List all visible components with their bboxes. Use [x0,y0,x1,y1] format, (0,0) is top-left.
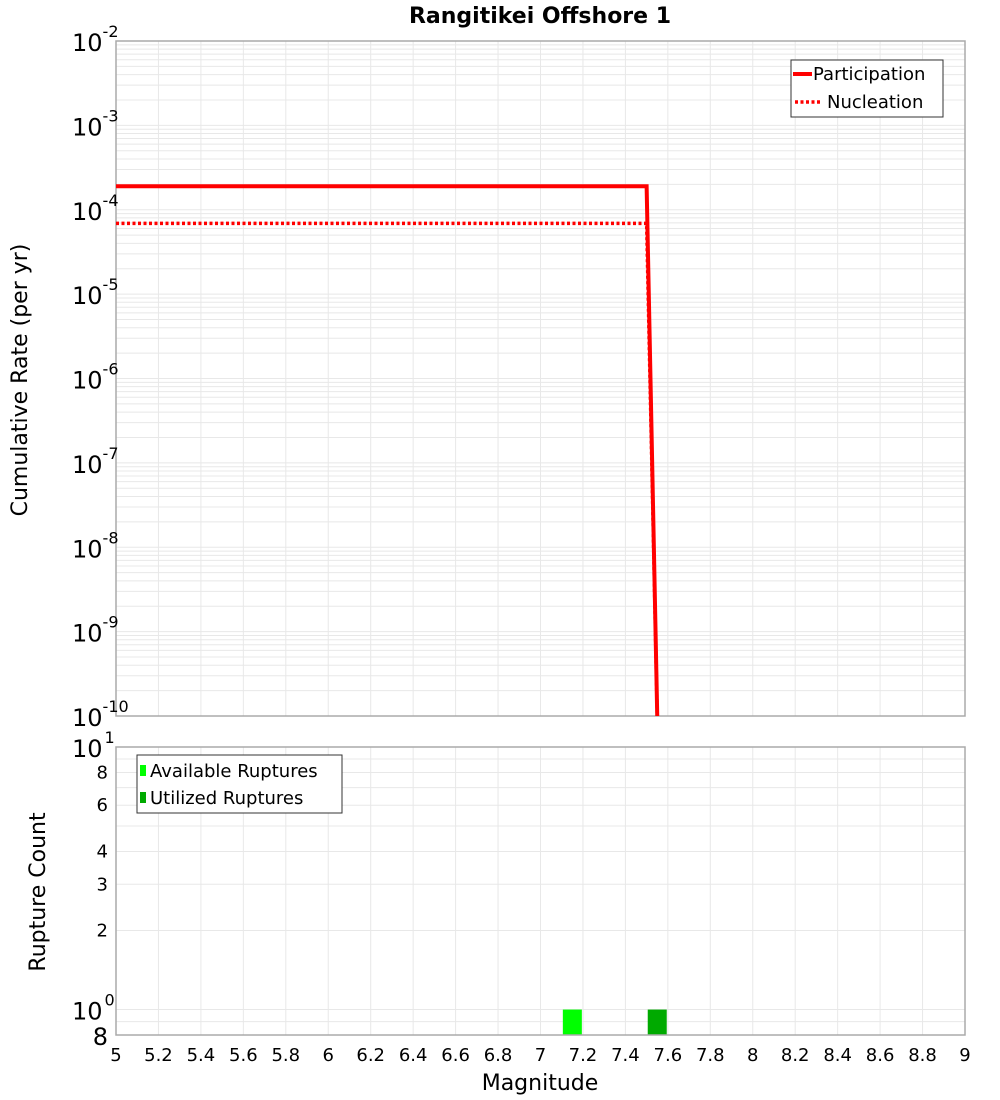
x-tick: 6 [323,1045,334,1066]
rate-y-tick: 10-9 [72,613,119,648]
x-tick: 8.2 [781,1045,810,1066]
available-legend-swatch [140,765,146,776]
count-y-tick: 6 [97,795,108,816]
x-tick: 9 [959,1045,970,1066]
participation-line [116,184,660,717]
x-tick: 7.6 [654,1045,683,1066]
count-y-tick: 10 0 [72,991,115,1026]
count-y-tick: 8 [93,1023,108,1051]
rate-plot: 10-2 10-3 10-4 10-5 10-6 10-7 10-8 10-9 10-10 Cu… [8,22,966,732]
utilized-legend-label: Utilized Ruptures [150,788,303,809]
count-y-tick: 4 [97,841,108,862]
rate-y-tick: 10-4 [72,191,119,226]
count-y-tick: 3 [97,874,108,895]
count-bars [562,1009,667,1035]
participation-legend-label: Participation [813,64,925,85]
rate-plot-frame [115,40,966,717]
x-tick: 5 [110,1045,121,1066]
x-tick: 8.6 [866,1045,895,1066]
rate-legend: Participation Nucleation [790,59,944,118]
x-tick: 8.8 [908,1045,937,1066]
count-plot-frame [115,746,966,1036]
chart-title: Rangitikei Offshore 1 [409,4,671,29]
utilized-legend-swatch [140,792,146,803]
nucleation-line [116,221,659,717]
x-axis-ticks: 5 5.2 5.4 5.6 5.8 6 6.2 6.4 6.6 6.8 7 7.2 7.4 7.6 7.8 8… [110,1045,970,1066]
rate-y-tick: 10-5 [72,275,119,310]
x-tick: 6.2 [356,1045,385,1066]
x-tick: 8.4 [823,1045,852,1066]
x-axis-label: Magnitude [482,1071,599,1096]
rate-grid [115,41,966,717]
x-tick: 5.2 [144,1045,173,1066]
count-legend: Available Ruptures Utilized Ruptures [136,754,343,814]
rate-y-tick: 10-6 [72,360,119,395]
x-tick: 6.8 [484,1045,513,1066]
x-tick: 5.8 [271,1045,300,1066]
utilized-ruptures-bar [647,1009,667,1035]
x-tick: 5.4 [187,1045,216,1066]
rate-series [116,184,660,717]
available-ruptures-bar [562,1009,582,1035]
x-tick: 7.2 [569,1045,598,1066]
rate-y-tick: 10-8 [72,528,119,563]
available-legend-label: Available Ruptures [150,761,318,782]
count-y-tick: 10 1 [72,728,115,763]
count-y-axis-label: Rupture Count [26,812,51,972]
rate-y-tick: 10-3 [72,106,119,141]
rate-y-tick: 10-10 [72,697,129,732]
x-tick: 7.4 [611,1045,640,1066]
count-y-tick: 2 [97,921,108,942]
x-tick: 5.6 [229,1045,258,1066]
x-tick: 6.6 [441,1045,470,1066]
x-tick: 7.8 [696,1045,725,1066]
x-tick: 8 [747,1045,758,1066]
rate-y-axis-label: Cumulative Rate (per yr) [8,244,33,517]
count-y-tick: 8 [97,762,108,783]
rate-y-ticks: 10-2 10-3 10-4 10-5 10-6 10-7 10-8 10-9 10-10 [72,22,129,732]
nucleation-legend-label: Nucleation [827,92,923,113]
rate-y-tick: 10-2 [72,22,119,57]
x-tick: 7 [535,1045,546,1066]
x-tick: 6.4 [399,1045,428,1066]
rate-y-tick: 10-7 [72,444,119,479]
